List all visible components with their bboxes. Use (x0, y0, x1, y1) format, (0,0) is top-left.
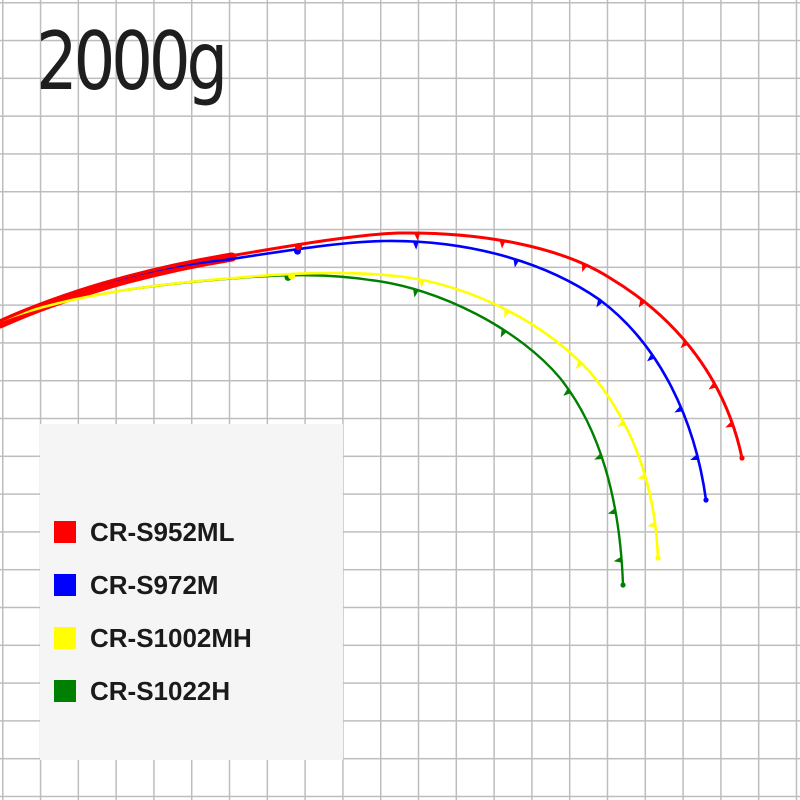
line-guide-tick (708, 382, 717, 390)
ferrule-mark (294, 243, 302, 251)
tip-top (655, 555, 661, 561)
line-guide-tick (690, 454, 699, 461)
line-guide-tick (674, 405, 683, 413)
legend-label: CR-S952ML (90, 516, 235, 547)
line-guide-tick (412, 241, 419, 250)
series-curve-cr-s1002mh (0, 271, 661, 561)
legend-item: CR-S1002MH (54, 623, 252, 653)
line-guide-tick (499, 240, 506, 249)
legend-swatch (54, 680, 76, 702)
line-guide-tick (412, 288, 419, 298)
line-guide-tick (563, 388, 572, 396)
line-guide-tick (500, 328, 507, 338)
line-guide-tick (513, 258, 520, 268)
legend-swatch (54, 521, 76, 543)
ferrule-mark (288, 272, 296, 280)
line-guide-tick (504, 308, 510, 318)
line-guide-tick (637, 472, 647, 479)
tip-top (620, 582, 626, 588)
legend-swatch (54, 627, 76, 649)
line-guide-tick (413, 232, 420, 242)
legend-item: CR-S972M (54, 570, 219, 600)
line-guide-tick (594, 453, 603, 460)
legend-item: CR-S1022H (54, 676, 230, 706)
line-guide-tick (647, 353, 655, 362)
series-curve-cr-s952ml (0, 231, 745, 461)
series-line (0, 231, 744, 460)
legend: CR-S952ML CR-S972M CR-S1002MH CR-S1022H (40, 424, 343, 760)
legend-label: CR-S1002MH (90, 622, 252, 653)
chart-title: 2000g (36, 15, 228, 108)
line-guide-tick (581, 263, 588, 273)
legend-label: CR-S972M (90, 569, 219, 600)
line-guide-tick (725, 421, 734, 428)
line-guide-tick (638, 298, 646, 308)
tip-top (703, 497, 709, 503)
line-guide-tick (596, 298, 603, 308)
line-guide-tick (617, 419, 626, 427)
legend-item: CR-S952ML (54, 517, 234, 547)
line-guide-tick (607, 508, 616, 515)
legend-swatch (54, 574, 76, 596)
line-guide-tick (613, 556, 622, 563)
line-guide-tick (419, 279, 425, 289)
tip-top (739, 455, 745, 461)
legend-label: CR-S1022H (90, 675, 231, 706)
line-guide-tick (680, 339, 688, 349)
line-guide-tick (575, 360, 583, 369)
line-guide-tick (647, 521, 656, 528)
